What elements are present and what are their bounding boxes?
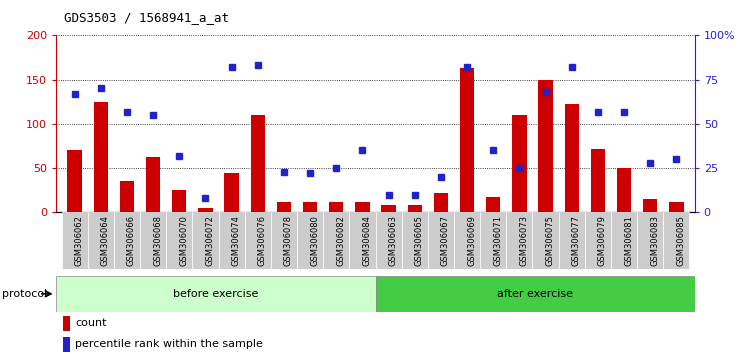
Text: GSM306080: GSM306080 <box>310 215 319 266</box>
Bar <box>532 212 559 269</box>
Text: GSM306074: GSM306074 <box>231 215 240 266</box>
Text: GSM306068: GSM306068 <box>153 215 162 266</box>
Text: GSM306072: GSM306072 <box>206 215 215 266</box>
Bar <box>585 212 611 269</box>
Text: GSM306067: GSM306067 <box>441 215 450 266</box>
Text: GSM306073: GSM306073 <box>520 215 529 266</box>
Bar <box>119 181 134 212</box>
Text: GSM306065: GSM306065 <box>415 215 424 266</box>
Bar <box>349 212 376 269</box>
Text: GSM306070: GSM306070 <box>179 215 189 266</box>
Bar <box>329 202 343 212</box>
Text: GSM306063: GSM306063 <box>388 215 397 266</box>
Bar <box>617 168 632 212</box>
Bar <box>637 212 663 269</box>
Bar <box>559 212 585 269</box>
Text: protocol: protocol <box>2 289 47 299</box>
Text: percentile rank within the sample: percentile rank within the sample <box>75 339 264 349</box>
Bar <box>323 212 349 269</box>
Bar <box>512 115 526 212</box>
Bar <box>454 212 480 269</box>
Bar <box>663 212 689 269</box>
Text: GSM306079: GSM306079 <box>598 215 607 266</box>
Text: GSM306066: GSM306066 <box>127 215 136 266</box>
Text: GSM306076: GSM306076 <box>258 215 267 266</box>
Bar <box>62 316 71 331</box>
Bar <box>565 104 579 212</box>
Text: GSM306078: GSM306078 <box>284 215 293 266</box>
Text: GDS3503 / 1568941_a_at: GDS3503 / 1568941_a_at <box>64 11 229 24</box>
Bar <box>56 276 376 312</box>
Bar <box>506 212 532 269</box>
Bar <box>62 212 88 269</box>
Bar <box>538 80 553 212</box>
Bar <box>68 150 82 212</box>
Bar <box>376 276 695 312</box>
Bar <box>303 202 317 212</box>
Bar <box>219 212 245 269</box>
Bar <box>486 198 500 212</box>
Text: GSM306084: GSM306084 <box>363 215 372 266</box>
Bar <box>591 149 605 212</box>
Bar <box>297 212 323 269</box>
Bar <box>382 205 396 212</box>
Bar <box>192 212 219 269</box>
Text: GSM306069: GSM306069 <box>467 215 476 266</box>
Text: GSM306081: GSM306081 <box>624 215 633 266</box>
Text: GSM306075: GSM306075 <box>545 215 554 266</box>
Bar <box>611 212 637 269</box>
Bar <box>166 212 192 269</box>
Bar <box>225 172 239 212</box>
Text: count: count <box>75 318 107 328</box>
Bar <box>355 202 369 212</box>
Bar <box>146 156 160 212</box>
Bar <box>251 115 265 212</box>
Bar <box>88 212 114 269</box>
Text: GSM306085: GSM306085 <box>677 215 686 266</box>
Bar <box>140 212 166 269</box>
Text: GSM306064: GSM306064 <box>101 215 110 266</box>
Bar <box>376 212 402 269</box>
Text: after exercise: after exercise <box>497 289 573 299</box>
Bar <box>402 212 428 269</box>
Bar <box>245 212 271 269</box>
Text: before exercise: before exercise <box>173 289 258 299</box>
Bar <box>460 68 475 212</box>
Text: GSM306082: GSM306082 <box>336 215 345 266</box>
Bar <box>428 212 454 269</box>
Bar <box>408 205 422 212</box>
Bar <box>198 208 213 212</box>
Bar <box>434 193 448 212</box>
Bar <box>114 212 140 269</box>
Bar <box>669 202 683 212</box>
Text: GSM306071: GSM306071 <box>493 215 502 266</box>
Text: GSM306077: GSM306077 <box>572 215 581 266</box>
Bar <box>62 337 71 352</box>
Bar <box>480 212 506 269</box>
Bar <box>271 212 297 269</box>
Bar <box>172 190 186 212</box>
Bar <box>643 199 657 212</box>
Bar <box>276 202 291 212</box>
Text: GSM306083: GSM306083 <box>650 215 659 266</box>
Bar <box>94 102 108 212</box>
Text: GSM306062: GSM306062 <box>74 215 83 266</box>
